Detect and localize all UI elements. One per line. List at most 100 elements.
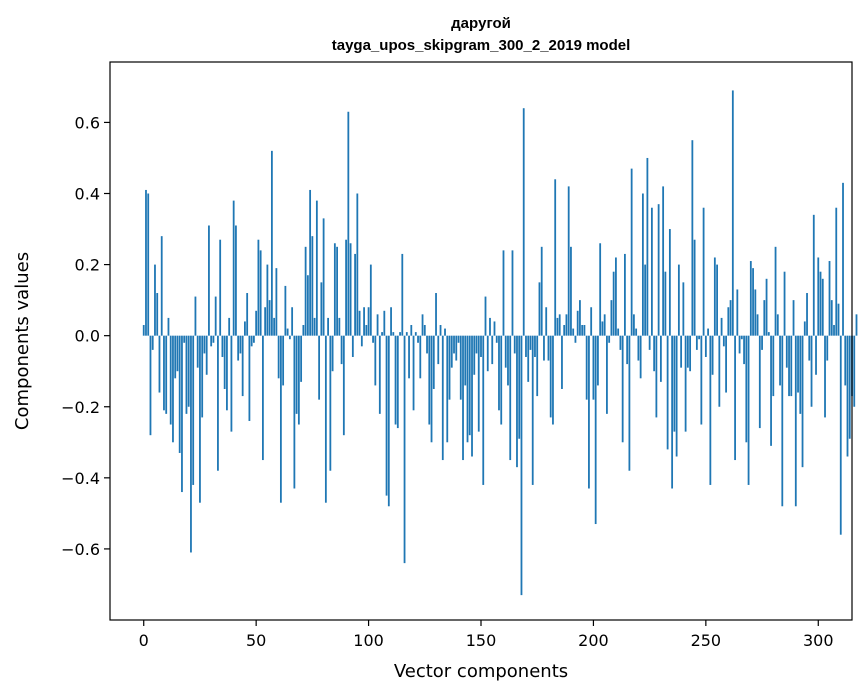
bar-264 xyxy=(736,289,739,336)
bar-117 xyxy=(405,332,408,336)
bar-41 xyxy=(235,225,237,336)
bar-259 xyxy=(725,335,727,393)
bar-314 xyxy=(848,335,851,439)
bar-230 xyxy=(659,335,662,382)
bar-163 xyxy=(509,335,512,461)
bar-125 xyxy=(423,325,426,336)
bar-202 xyxy=(597,335,599,386)
bar-288 xyxy=(790,335,793,397)
bar-5 xyxy=(154,264,156,336)
bar-6 xyxy=(156,293,159,336)
y-tick-label: −0.4 xyxy=(61,469,100,488)
bar-240 xyxy=(682,282,685,336)
bar-176 xyxy=(538,282,541,336)
bar-18 xyxy=(183,335,186,343)
bar-67 xyxy=(293,335,296,489)
bar-8 xyxy=(160,236,163,336)
bar-162 xyxy=(507,335,509,386)
chart-subtitle: tayga_upos_skipgram_300_2_2019 model xyxy=(332,37,631,54)
bar-186 xyxy=(561,335,563,389)
bar-0 xyxy=(142,325,145,336)
bar-251 xyxy=(707,328,709,336)
bar-3 xyxy=(149,335,152,436)
bar-266 xyxy=(740,335,743,340)
bar-221 xyxy=(639,335,642,379)
y-tick-label: −0.6 xyxy=(61,540,100,559)
bar-88 xyxy=(340,335,343,365)
bar-24 xyxy=(196,335,199,368)
bar-76 xyxy=(313,317,316,336)
bar-237 xyxy=(675,335,678,457)
bar-296 xyxy=(808,335,811,361)
bar-100 xyxy=(367,307,370,336)
bar-209 xyxy=(612,271,615,336)
bar-303 xyxy=(824,335,826,418)
bar-231 xyxy=(662,186,665,336)
bar-309 xyxy=(837,303,840,336)
bar-4 xyxy=(151,335,154,350)
bar-308 xyxy=(835,207,838,336)
bar-34 xyxy=(219,239,222,336)
bar-286 xyxy=(785,335,788,368)
bar-197 xyxy=(585,335,588,400)
bar-173 xyxy=(531,335,534,485)
y-axis-ticks: −0.6 −0.4 −0.2 0.0 0.2 0.4 0.6 xyxy=(61,113,110,559)
bar-182 xyxy=(552,335,554,425)
bar-59 xyxy=(275,268,278,336)
y-tick-label: 0.2 xyxy=(75,256,100,275)
bar-187 xyxy=(563,325,566,336)
bar-195 xyxy=(581,325,584,336)
y-tick-label: 0.6 xyxy=(75,113,100,132)
bar-180 xyxy=(547,335,550,361)
bar-205 xyxy=(603,314,606,336)
bar-21 xyxy=(190,335,192,553)
bar-55 xyxy=(266,264,269,336)
bar-30 xyxy=(210,335,213,347)
bar-132 xyxy=(439,325,442,336)
bar-60 xyxy=(277,335,280,379)
bar-20 xyxy=(187,335,190,407)
bar-71 xyxy=(302,325,305,336)
bar-250 xyxy=(704,335,707,357)
bar-75 xyxy=(311,236,314,336)
bar-280 xyxy=(772,335,775,397)
bar-245 xyxy=(693,239,696,336)
bar-157 xyxy=(495,335,498,343)
bar-254 xyxy=(713,257,716,336)
bar-130 xyxy=(435,293,437,336)
bar-287 xyxy=(788,335,790,397)
bar-98 xyxy=(363,307,365,336)
bar-86 xyxy=(336,246,338,336)
bar-36 xyxy=(223,335,226,389)
bar-220 xyxy=(637,335,640,361)
bar-208 xyxy=(610,300,613,336)
bar-23 xyxy=(194,296,197,336)
bar-31 xyxy=(212,335,215,343)
bar-104 xyxy=(376,314,379,336)
bar-275 xyxy=(761,335,763,350)
bar-102 xyxy=(372,335,374,343)
bar-96 xyxy=(358,310,361,336)
bar-193 xyxy=(576,310,579,336)
bar-73 xyxy=(306,275,309,336)
bar-184 xyxy=(556,317,559,336)
bar-62 xyxy=(282,335,285,386)
bar-181 xyxy=(549,335,552,418)
bars-group xyxy=(142,90,858,596)
bar-151 xyxy=(482,335,485,485)
bar-249 xyxy=(702,207,705,336)
bar-310 xyxy=(839,335,842,535)
bar-112 xyxy=(394,335,397,425)
bar-262 xyxy=(731,90,734,336)
bar-203 xyxy=(599,243,602,336)
bar-188 xyxy=(565,314,568,336)
bar-166 xyxy=(516,335,518,468)
bar-290 xyxy=(794,335,797,507)
bar-282 xyxy=(776,314,779,336)
bar-25 xyxy=(199,335,201,503)
bar-119 xyxy=(410,325,413,336)
bar-10 xyxy=(165,335,168,414)
bar-234 xyxy=(668,229,671,336)
bar-198 xyxy=(588,335,590,489)
bar-135 xyxy=(446,335,449,443)
